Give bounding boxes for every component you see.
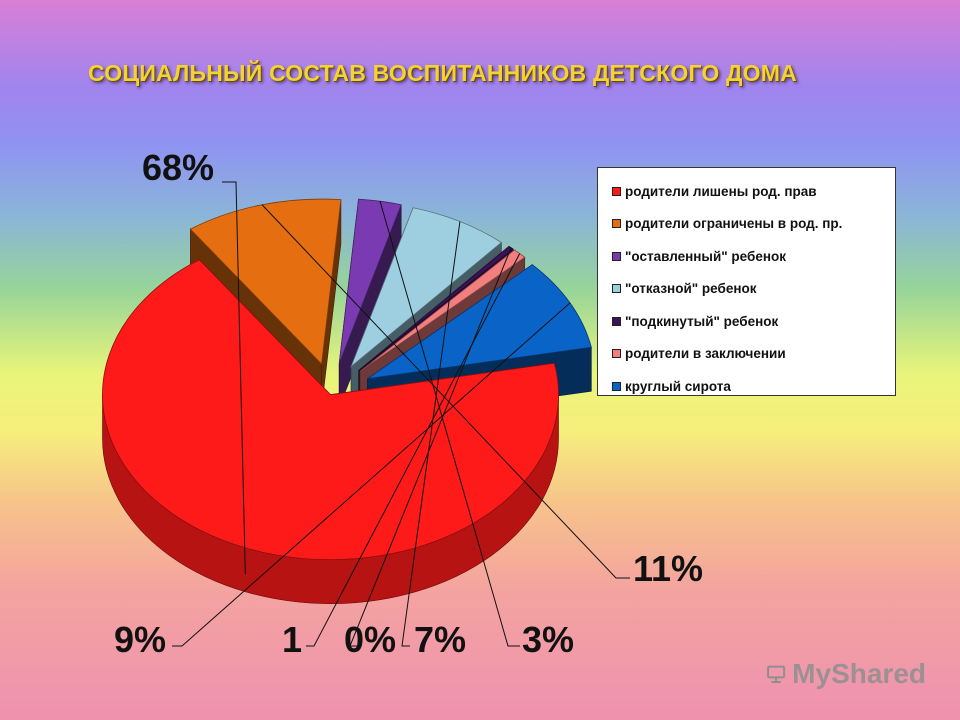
data-label: 1 [282,619,302,660]
legend-swatch [612,251,621,261]
data-label: 68% [142,147,214,188]
slice-top [358,245,514,371]
legend-swatch [612,219,621,229]
legend-item: "отказной" ребенок [612,273,887,306]
legend-item: круглый сирота [612,370,887,403]
chart-legend: родители лишены род. прав родители огран… [597,167,896,396]
data-labels: 68% 11% 3% 7% 0% 1 9% [114,147,703,660]
slice-top [102,259,559,561]
pie-slice [102,258,559,604]
presentation-icon [767,665,786,684]
leader-line [349,247,512,647]
leader-line [401,221,461,647]
legend-item: родители лишены род. прав [612,175,887,208]
watermark: MyShared [766,654,926,694]
leader-line [172,302,571,647]
chart-title: СОЦИАЛЬНЫЙ СОСТАВ ВОСПИТАННИКОВ ДЕТСКОГО… [88,60,797,86]
data-label: 7% [414,619,466,660]
legend-swatch [612,349,621,359]
legend-swatch [612,284,621,294]
legend-swatch [612,186,621,196]
data-label: 0% [344,619,396,660]
data-label: 11% [633,548,703,589]
leader-line [261,204,630,579]
legend-item: родители ограничены в род. пр. [612,208,887,241]
pie-slices [102,198,592,604]
watermark-text: MyShared [792,658,926,689]
leader-line [222,181,246,575]
legend-item: родители в заключении [612,338,887,371]
legend-item: "подкинутый" ребенок [612,305,887,338]
leader-line [306,253,521,647]
data-label: 9% [114,619,166,660]
legend-swatch [612,381,621,391]
leader-line [379,201,520,647]
slice-top [338,198,402,364]
legend-swatch [612,316,621,326]
data-label: 3% [522,619,574,660]
legend-item: "оставленный" ребенок [612,240,887,273]
